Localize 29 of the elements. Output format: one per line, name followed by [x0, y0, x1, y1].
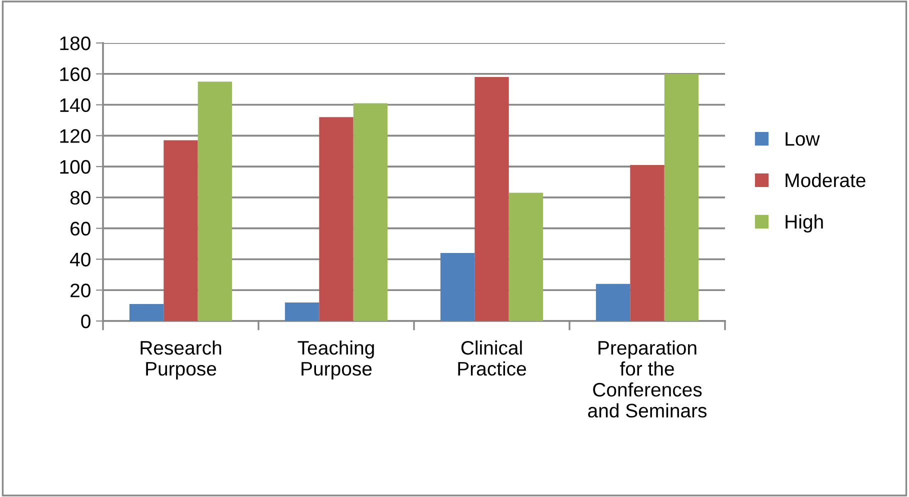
bar — [474, 76, 509, 321]
x-tick-label: Clinical Practice — [458, 340, 526, 376]
bar — [198, 82, 232, 321]
y-tick-label: 100 — [60, 160, 90, 174]
bar — [508, 192, 544, 321]
y-tick-label: 20 — [70, 284, 90, 298]
legend-label: Low — [786, 132, 820, 146]
y-tick-label: 160 — [60, 67, 90, 82]
y-tick-label: 40 — [70, 252, 90, 266]
y-tick-label: 60 — [70, 222, 90, 236]
y-tick-label: 80 — [70, 190, 90, 205]
legend-label: Moderate — [786, 172, 866, 188]
bar — [319, 117, 354, 321]
y-tick-label: 140 — [60, 98, 90, 112]
bar — [129, 304, 164, 321]
y-tick-label: 0 — [81, 314, 90, 328]
y-tick-label: 120 — [60, 129, 90, 143]
bar — [440, 253, 475, 321]
bar — [284, 302, 320, 321]
x-tick-label: Teaching Purpose — [298, 340, 374, 380]
bar — [164, 140, 198, 321]
bar — [353, 103, 388, 321]
bar — [664, 74, 699, 321]
bar — [630, 165, 664, 321]
legend-label: High — [786, 214, 823, 233]
y-tick-label: 180 — [60, 36, 90, 50]
bar — [596, 284, 630, 321]
x-tick-label: Research Purpose — [140, 340, 222, 380]
x-tick-label: Preparation for the Conferences and Seminars — [588, 340, 707, 418]
